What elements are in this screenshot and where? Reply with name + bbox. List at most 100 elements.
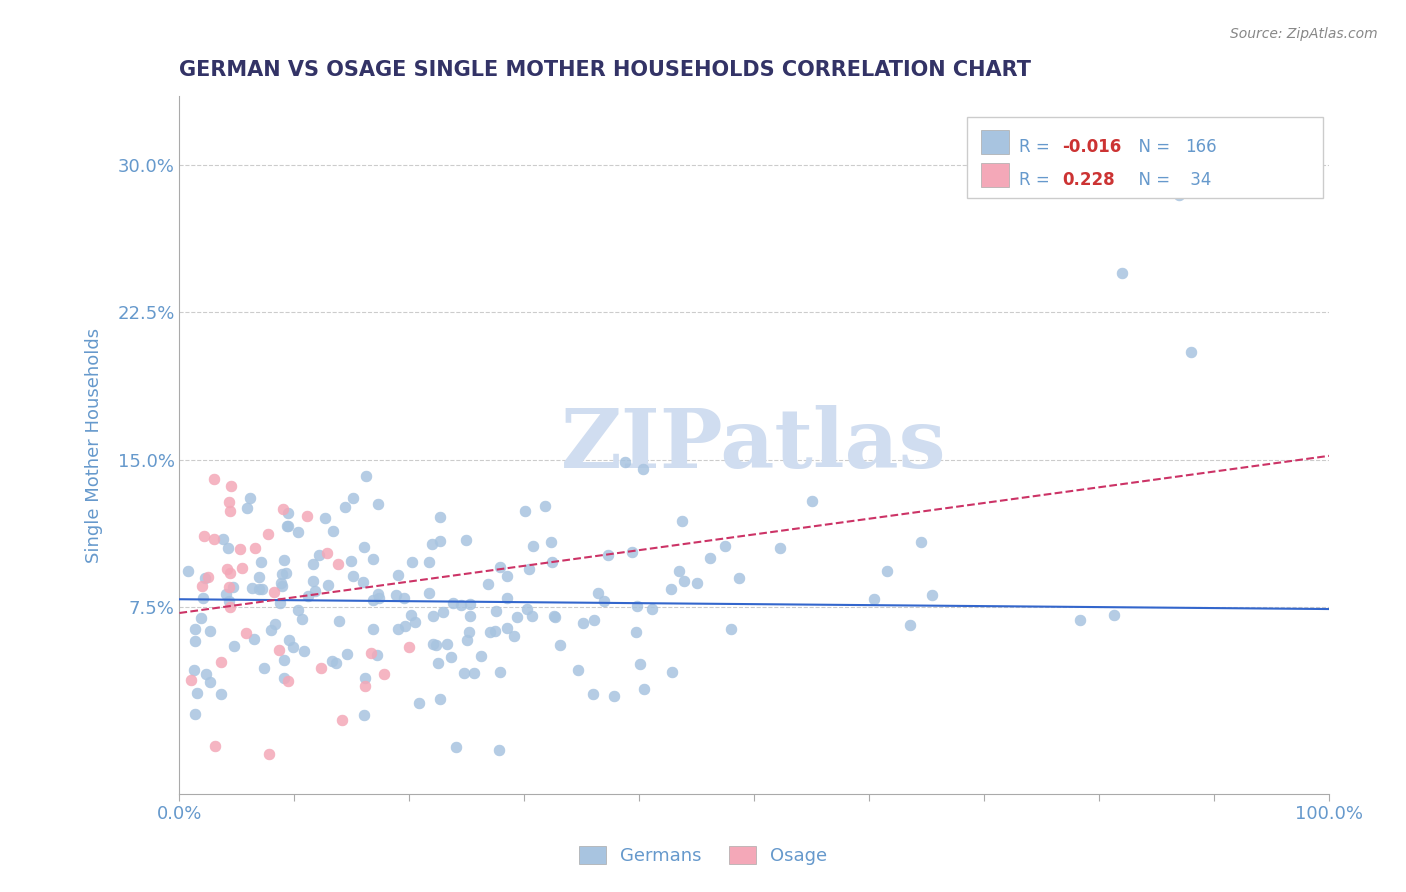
Point	[659, 582, 682, 597]
Point	[222, 640, 245, 654]
Point	[668, 564, 690, 578]
Point	[291, 612, 314, 626]
Point	[271, 579, 294, 593]
Point	[583, 613, 606, 627]
Point	[271, 501, 294, 516]
Point	[277, 506, 299, 520]
Point	[686, 575, 709, 590]
Point	[256, 526, 278, 541]
Point	[218, 566, 240, 580]
FancyBboxPatch shape	[980, 130, 1010, 154]
Point	[184, 634, 207, 648]
Point	[342, 491, 364, 505]
Point	[183, 663, 205, 677]
Point	[422, 609, 444, 624]
Point	[862, 592, 884, 607]
Point	[661, 665, 683, 680]
Point	[247, 582, 270, 596]
Point	[276, 518, 298, 533]
Point	[198, 624, 221, 638]
Text: -0.016: -0.016	[1062, 138, 1122, 156]
Point	[367, 587, 389, 601]
Point	[222, 580, 245, 594]
Point	[342, 569, 364, 583]
Point	[506, 610, 529, 624]
Point	[326, 558, 349, 572]
Point	[699, 551, 721, 566]
Point	[270, 576, 292, 591]
Point	[727, 571, 749, 585]
Point	[214, 587, 236, 601]
Point	[450, 598, 472, 612]
Legend: Germans, Osage: Germans, Osage	[569, 837, 837, 874]
Text: N =: N =	[1128, 171, 1175, 189]
Point	[302, 558, 325, 572]
Point	[240, 581, 263, 595]
Text: 0.228: 0.228	[1062, 171, 1115, 189]
Point	[1168, 187, 1191, 202]
Point	[427, 657, 450, 671]
Point	[183, 623, 205, 637]
Point	[769, 541, 792, 555]
Point	[354, 469, 377, 483]
Point	[458, 624, 481, 639]
Point	[363, 593, 385, 607]
Point	[398, 640, 420, 654]
Point	[394, 618, 416, 632]
Point	[479, 624, 502, 639]
Point	[278, 633, 301, 648]
Point	[516, 602, 538, 616]
Point	[548, 638, 571, 652]
Point	[502, 630, 524, 644]
Point	[429, 533, 451, 548]
Point	[250, 555, 273, 569]
Point	[440, 650, 463, 665]
Point	[456, 633, 478, 648]
Point	[910, 534, 932, 549]
Point	[197, 570, 219, 584]
Text: ZIPatlas: ZIPatlas	[561, 405, 946, 485]
Point	[212, 533, 235, 547]
FancyBboxPatch shape	[967, 118, 1323, 197]
FancyBboxPatch shape	[980, 162, 1010, 187]
Point	[235, 626, 257, 640]
Point	[404, 615, 426, 629]
Point	[540, 555, 562, 569]
Point	[309, 661, 332, 675]
Text: Source: ZipAtlas.com: Source: ZipAtlas.com	[1230, 27, 1378, 41]
Point	[295, 509, 318, 524]
Point	[387, 567, 409, 582]
Point	[392, 591, 415, 605]
Point	[626, 599, 648, 614]
Point	[463, 665, 485, 680]
Point	[325, 656, 347, 670]
Point	[567, 663, 589, 677]
Point	[1069, 613, 1091, 627]
Point	[273, 671, 295, 685]
Point	[367, 497, 389, 511]
Point	[301, 574, 323, 589]
Point	[470, 649, 492, 664]
Point	[458, 597, 481, 611]
Point	[582, 687, 605, 701]
Point	[534, 499, 557, 513]
Text: 34: 34	[1185, 171, 1212, 189]
Point	[283, 640, 305, 655]
Point	[588, 586, 610, 600]
Point	[429, 692, 451, 706]
Point	[399, 608, 422, 623]
Point	[363, 552, 385, 566]
Point	[898, 618, 921, 632]
Point	[387, 622, 409, 636]
Point	[277, 519, 299, 533]
Point	[1111, 266, 1133, 280]
Point	[444, 740, 467, 755]
Point	[321, 654, 343, 668]
Text: GERMAN VS OSAGE SINGLE MOTHER HOUSEHOLDS CORRELATION CHART: GERMAN VS OSAGE SINGLE MOTHER HOUSEHOLDS…	[180, 60, 1032, 79]
Point	[218, 599, 240, 614]
Point	[522, 608, 544, 623]
Point	[418, 586, 440, 600]
Point	[333, 500, 356, 515]
Point	[453, 665, 475, 680]
Point	[496, 621, 519, 635]
